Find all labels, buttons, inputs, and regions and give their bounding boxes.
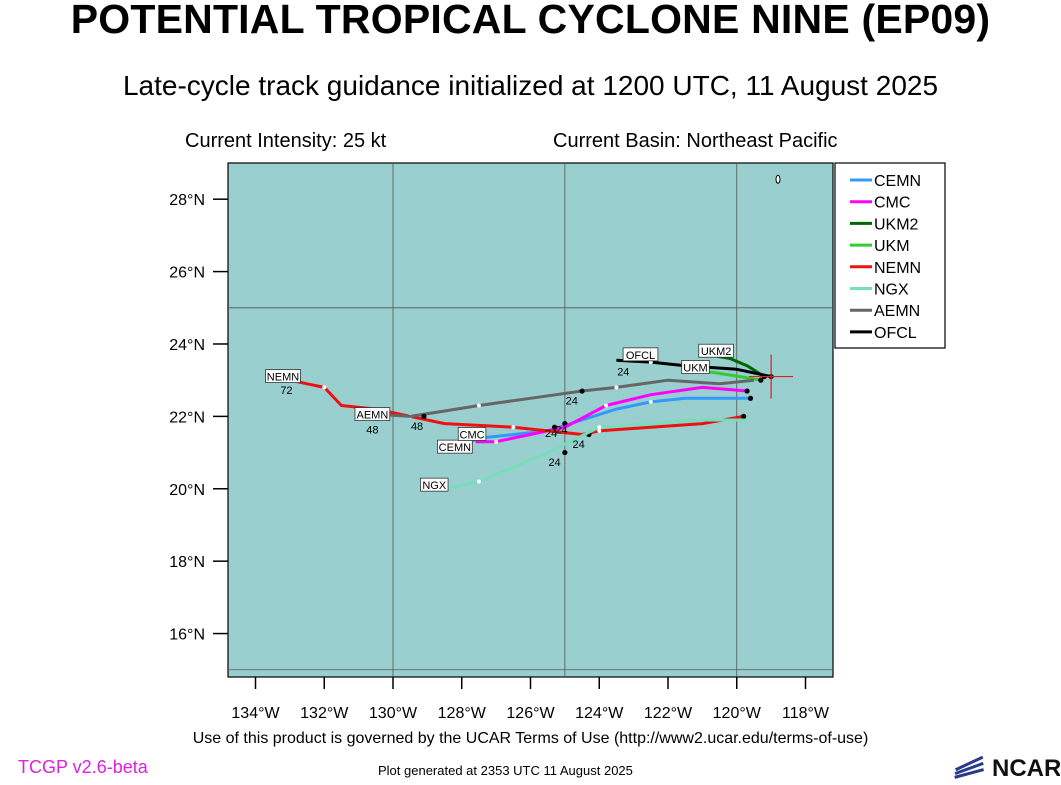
legend-entry-label: CEMN (874, 173, 921, 190)
lon-tick-label: 132°W (300, 705, 349, 722)
legend-entry-label: AEMN (874, 303, 920, 320)
track-cmc (475, 385, 748, 444)
lon-tick-label: 134°W (231, 705, 280, 722)
lon-tick-label: 126°W (506, 705, 555, 722)
track-end-label-box (698, 343, 734, 358)
track-hour-marker (741, 413, 747, 419)
ncar-logo: NCAR (950, 748, 1061, 782)
lat-tick-label: 24°N (169, 337, 205, 354)
lon-tick-label: 124°W (575, 705, 624, 722)
forecast-hour-label: 24 (566, 396, 578, 408)
track-end-label-box (437, 439, 473, 454)
lon-tick-label: 122°W (644, 705, 693, 722)
track-end-label-box (457, 427, 487, 441)
forecast-hour-label: 24 (617, 367, 629, 379)
track-hour-marker (758, 377, 764, 383)
track-hour-marker (562, 449, 568, 456)
track-end-label-box (622, 347, 659, 362)
forecast-hour-label: 24 (548, 457, 560, 469)
legend-entry-label: NGX (874, 282, 909, 299)
legend-entry-label: CMC (874, 195, 910, 212)
lon-tick-label: 118°W (782, 705, 830, 722)
track-end-label: UKM (683, 363, 707, 375)
legend-entry-label: NEMN (874, 260, 921, 277)
track-point-marker (494, 439, 499, 444)
track-point-marker (597, 425, 602, 430)
track-end-label: UKM2 (701, 346, 732, 358)
track-point-marker (614, 385, 619, 390)
track-end-label: AEMN (356, 410, 388, 422)
current-basin: Current Basin: Northeast Pacific (553, 130, 838, 152)
track-point-marker (476, 479, 481, 484)
island-shape (775, 174, 781, 184)
ncar-logo-text: NCAR (992, 755, 1060, 780)
page-subtitle: Late-cycle track guidance initialized at… (122, 70, 939, 101)
forecast-hour-label: 48 (366, 425, 378, 437)
lat-tick-label: 20°N (169, 482, 205, 499)
track-nemn (289, 378, 744, 436)
ncar-logo-icon: NCAR (954, 755, 1061, 782)
track-point-marker (476, 403, 481, 408)
forecast-hour-label: 24 (573, 439, 585, 451)
track-point-marker (604, 403, 609, 408)
track-end-label: OFCL (626, 350, 655, 362)
track-hour-marker (551, 424, 558, 430)
lat-tick-label: 28°N (169, 192, 205, 209)
track-hour-marker (744, 388, 750, 394)
track-hour-marker (579, 388, 585, 394)
track-point-marker (597, 428, 602, 433)
track-point-marker (648, 399, 653, 404)
track-point-marker (511, 425, 516, 430)
lat-tick-label: 18°N (169, 554, 205, 571)
lat-tick-label: 22°N (169, 409, 205, 426)
track-end-label-box (354, 407, 391, 421)
track-end-label: CEMN (439, 442, 471, 454)
legend-box (834, 162, 946, 349)
forecast-hour-label: 24 (555, 425, 567, 437)
version-label: TCGP v2.6-beta (18, 757, 148, 777)
lon-tick-label: 120°W (713, 705, 762, 722)
legend-entry-label: OFCL (874, 325, 917, 342)
track-aemn (382, 378, 755, 418)
current-intensity: Current Intensity: 25 kt (185, 130, 387, 152)
track-end-label: CMC (460, 429, 485, 441)
track-end-label-box (265, 369, 301, 383)
page-title: POTENTIAL TROPICAL CYCLONE NINE (EP09) (70, 0, 991, 42)
lon-tick-label: 128°W (438, 705, 487, 722)
track-hour-marker (747, 395, 754, 401)
track-end-label-box (420, 477, 449, 492)
track-hour-marker (421, 413, 427, 419)
track-end-label-box (681, 360, 710, 374)
track-end-label: NGX (422, 480, 447, 492)
legend-entry-label: UKM2 (874, 216, 919, 233)
track-cemn (461, 396, 751, 447)
lat-tick-label: 16°N (169, 627, 205, 644)
forecast-hour-label: 24 (545, 428, 557, 440)
forecast-hour-label: 48 (411, 421, 423, 433)
track-ngx (444, 418, 748, 491)
terms-of-use: Use of this product is governed by the U… (192, 730, 869, 747)
forecast-hour-label: 72 (280, 385, 292, 397)
legend-entry-label: UKM (874, 238, 910, 255)
lat-tick-label: 26°N (169, 265, 205, 282)
track-point-marker (322, 385, 327, 390)
lon-tick-label: 130°W (369, 705, 418, 722)
track-end-label: NEMN (267, 372, 299, 384)
generated-timestamp: Plot generated at 2353 UTC 11 August 202… (378, 763, 633, 778)
